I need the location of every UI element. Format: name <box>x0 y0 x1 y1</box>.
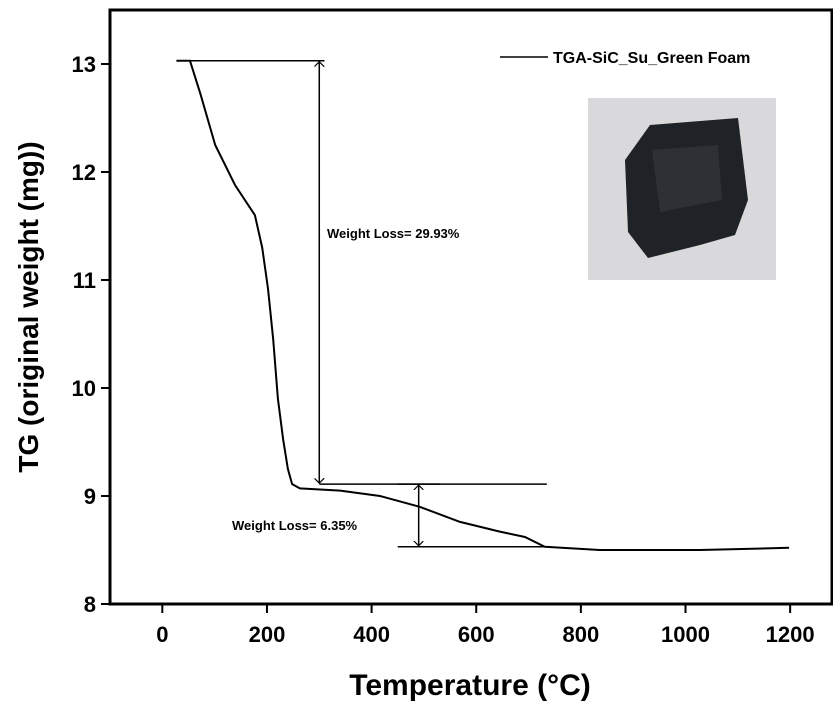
x-tick-label: 200 <box>249 622 286 647</box>
x-tick-label: 600 <box>458 622 495 647</box>
x-axis-label: Temperature (°C) <box>349 669 590 702</box>
photo-inset <box>588 98 776 280</box>
annotation: Weight Loss= 29.93% <box>327 226 460 241</box>
y-tick-label: 13 <box>72 52 96 77</box>
x-tick-label: 400 <box>353 622 390 647</box>
y-axis-label: TG (original weight (mg)) <box>13 141 44 472</box>
x-tick-label: 0 <box>156 622 168 647</box>
y-tick-label: 10 <box>72 376 96 401</box>
x-tick-label: 1000 <box>661 622 710 647</box>
plot-frame <box>108 8 833 606</box>
y-tick-label: 11 <box>73 268 96 293</box>
data-line <box>176 59 790 551</box>
annotation: Weight Loss= 6.35% <box>232 518 358 533</box>
x-tick-label: 1200 <box>766 622 815 647</box>
y-tick-label: 9 <box>84 484 96 509</box>
y-tick-label: 12 <box>72 160 96 185</box>
x-tick-label: 800 <box>563 622 600 647</box>
y-tick-label: 8 <box>84 592 96 617</box>
legend-label: TGA-SiC_Su_Green Foam <box>553 50 750 67</box>
